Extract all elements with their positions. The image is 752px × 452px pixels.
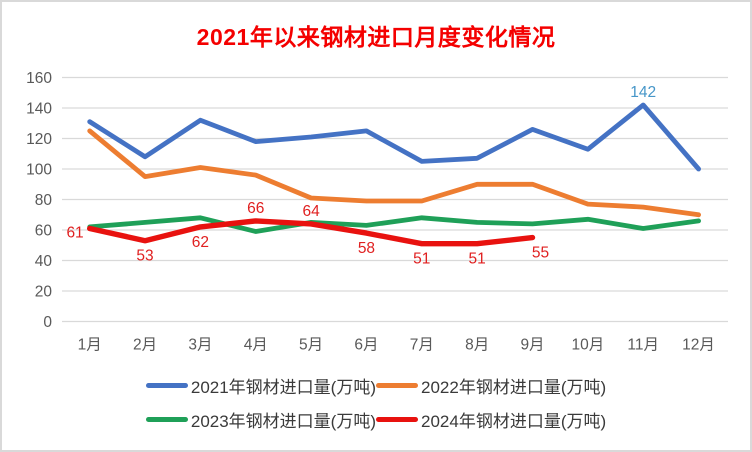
chart-title: 2021年以来钢材进口月度变化情况 [196, 24, 556, 50]
x-axis-tick-label: 11月 [627, 337, 659, 354]
x-axis-tick-label: 10月 [571, 337, 604, 354]
x-axis-tick-label: 7月 [410, 337, 434, 354]
y-axis-tick-label: 20 [35, 284, 53, 301]
x-axis-tick-label: 1月 [78, 337, 102, 354]
legend-label-2021: 2021年钢材进口量(万吨) [190, 378, 376, 397]
data-label-2024: 53 [136, 248, 153, 265]
legend-label-2024: 2024年钢材进口量(万吨) [421, 412, 607, 431]
y-axis-tick-label: 80 [35, 192, 53, 209]
y-axis-tick-label: 60 [35, 223, 53, 240]
x-axis-tick-label: 6月 [354, 337, 378, 354]
legend-swatch-2023 [145, 417, 188, 422]
x-axis-tick-label: 2月 [133, 337, 157, 354]
y-axis-tick-label: 140 [26, 101, 52, 118]
data-label-2024: 61 [66, 224, 83, 241]
legend-swatch-2021 [145, 383, 188, 388]
y-axis-tick-label: 160 [26, 70, 52, 87]
series-line-2021 [87, 102, 701, 172]
series-line-2024 [86, 218, 536, 247]
legend-row: 2023年钢材进口量(万吨) 2024年钢材进口量(万吨) [145, 407, 606, 432]
legend-item-2022: 2022年钢材进口量(万吨) [376, 373, 606, 398]
data-label-2024: 66 [247, 200, 264, 217]
y-axis-tick-label: 0 [43, 314, 52, 331]
series-line-2022 [87, 128, 701, 218]
legend-label-2023: 2023年钢材进口量(万吨) [190, 412, 376, 431]
legend-item-2024: 2024年钢材进口量(万吨) [376, 407, 606, 432]
legend-item-2023: 2023年钢材进口量(万吨) [145, 407, 376, 432]
legend-label-2022: 2022年钢材进口量(万吨) [421, 378, 607, 397]
x-axis-tick-label: 8月 [465, 337, 489, 354]
y-axis-tick-label: 40 [35, 253, 53, 270]
y-axis-tick-label: 100 [26, 162, 52, 179]
x-axis-tick-label: 4月 [244, 337, 268, 354]
data-label-2024: 62 [192, 234, 209, 251]
legend-row: 2021年钢材进口量(万吨) 2022年钢材进口量(万吨) [145, 373, 606, 398]
legend-swatch-2024 [376, 417, 418, 422]
data-label-2024: 51 [413, 251, 430, 268]
legend-swatch-2022 [376, 383, 418, 388]
data-label-2024: 64 [302, 203, 320, 220]
series-line-2023 [87, 215, 701, 234]
chart-legend: 2021年钢材进口量(万吨) 2022年钢材进口量(万吨) 2023年钢材进口量(万… [2, 373, 750, 432]
x-axis-tick-label: 12月 [682, 337, 715, 354]
y-axis-tick-label: 120 [26, 131, 52, 148]
data-label-2024: 51 [469, 251, 486, 268]
x-axis-tick-label: 3月 [188, 337, 212, 354]
data-label-2021: 142 [630, 84, 656, 101]
x-axis-tick-label: 9月 [520, 337, 544, 354]
legend-item-2021: 2021年钢材进口量(万吨) [145, 373, 376, 398]
data-label-2024: 58 [358, 240, 375, 257]
x-axis-tick-label: 5月 [299, 337, 323, 354]
data-label-2024: 55 [532, 245, 549, 262]
